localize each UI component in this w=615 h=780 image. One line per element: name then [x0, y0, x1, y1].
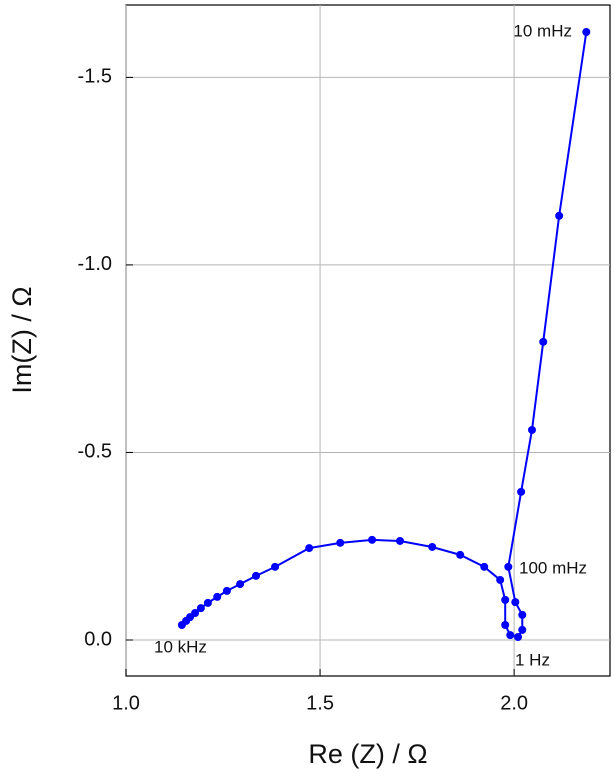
- data-point: [496, 575, 505, 584]
- data-point: [305, 544, 314, 553]
- annotation: 10 kHz: [154, 637, 207, 656]
- data-point: [368, 535, 377, 544]
- data-point: [336, 538, 345, 547]
- annotation: 100 mHz: [519, 558, 587, 577]
- data-point: [582, 28, 591, 37]
- data-point: [396, 536, 405, 545]
- data-point: [501, 595, 510, 604]
- data-point: [514, 632, 523, 641]
- data-point: [506, 631, 515, 640]
- data-point: [480, 562, 489, 571]
- data-line: [181, 31, 588, 639]
- data-point: [191, 608, 200, 617]
- data-point: [511, 598, 520, 607]
- data-point: [196, 604, 205, 613]
- data-point: [501, 620, 510, 629]
- annotation: 10 mHz: [513, 21, 572, 40]
- y-tick-label: -0.5: [78, 441, 112, 463]
- y-axis-label: Im(Z) / Ω: [7, 286, 37, 393]
- x-tick-label: 2.0: [500, 692, 528, 714]
- data-point: [222, 586, 231, 595]
- annotation: 1 Hz: [515, 650, 550, 669]
- data-point: [271, 562, 280, 571]
- data-point: [527, 425, 536, 434]
- x-tick-label: 1.0: [112, 692, 140, 714]
- y-tick-label: -1.5: [78, 66, 112, 88]
- y-tick-label: -1.0: [78, 253, 112, 275]
- x-tick-label: 1.5: [306, 692, 334, 714]
- x-axis-label: Re (Z) / Ω: [308, 739, 427, 769]
- data-point: [518, 625, 527, 634]
- data-point: [517, 487, 526, 496]
- data-point: [203, 598, 212, 607]
- data-point: [252, 571, 261, 580]
- y-tick-label: 0.0: [84, 628, 112, 650]
- data-point: [539, 337, 548, 346]
- data-point: [213, 592, 222, 601]
- data-point: [518, 610, 527, 619]
- data-point: [456, 550, 465, 559]
- data-point: [236, 580, 245, 589]
- data-point: [504, 562, 513, 571]
- data-point: [555, 211, 564, 220]
- data-point: [428, 542, 437, 551]
